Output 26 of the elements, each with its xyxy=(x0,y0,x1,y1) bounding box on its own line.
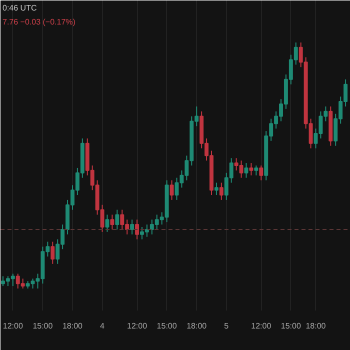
candlestick xyxy=(244,162,248,178)
candlestick xyxy=(254,165,258,176)
text: 7.76 −0.03 (−0.17%) xyxy=(2,18,76,26)
candlestick xyxy=(259,165,264,181)
candlestick xyxy=(115,209,120,230)
x-tick-label: 4 xyxy=(100,322,106,330)
candlestick xyxy=(249,162,254,176)
text: 0:46 UTC xyxy=(2,4,37,12)
candlestick xyxy=(50,241,55,264)
x-tick-label: 18:00 xyxy=(306,322,326,330)
x-tick-label: 12:00 xyxy=(2,322,24,330)
candlestick xyxy=(110,214,114,230)
x-tick-label: 18:00 xyxy=(62,322,84,330)
x-tick-label: 12:00 xyxy=(127,322,148,330)
x-tick-label: 18:00 xyxy=(186,322,208,330)
candlestick xyxy=(219,182,224,200)
candlestick xyxy=(214,182,218,196)
candlestick xyxy=(170,180,174,200)
candlestick xyxy=(130,219,134,235)
x-tick-label: 5 xyxy=(224,322,230,330)
x-tick-label: 15:00 xyxy=(32,322,54,330)
candlestick xyxy=(135,219,140,240)
x-tick-label: 15:00 xyxy=(156,322,178,330)
candlestick xyxy=(105,214,110,232)
x-tick-label: 12:00 xyxy=(251,322,272,330)
x-tick-label: 15:00 xyxy=(280,322,302,330)
